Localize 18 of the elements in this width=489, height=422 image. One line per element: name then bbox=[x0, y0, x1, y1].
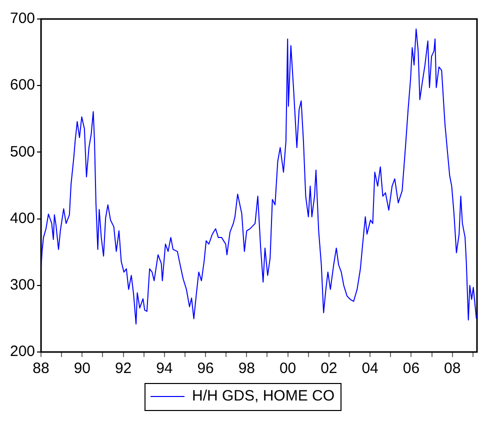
x-tick-label: 96 bbox=[197, 360, 214, 378]
y-tick-label: 600 bbox=[10, 76, 36, 94]
x-tick-label: 88 bbox=[32, 360, 50, 378]
legend-label: H/H GDS, HOME CO bbox=[192, 388, 335, 405]
y-tick-label: 200 bbox=[10, 343, 36, 360]
x-tick-label: 02 bbox=[320, 360, 338, 378]
x-tick-label: 90 bbox=[74, 360, 90, 378]
y-tick-label: 400 bbox=[10, 210, 36, 227]
x-tick-label: 04 bbox=[362, 360, 378, 378]
x-tick-label: 94 bbox=[156, 360, 173, 378]
x-tick-label: 00 bbox=[279, 360, 296, 378]
x-tick-label: 08 bbox=[444, 360, 461, 378]
y-tick-label: 300 bbox=[10, 276, 36, 294]
y-tick-label: 700 bbox=[10, 10, 36, 28]
y-tick-label: 500 bbox=[10, 143, 36, 160]
x-tick-label: 92 bbox=[114, 360, 132, 378]
x-tick-label: 98 bbox=[238, 360, 256, 378]
x-tick-label: 06 bbox=[402, 360, 420, 378]
